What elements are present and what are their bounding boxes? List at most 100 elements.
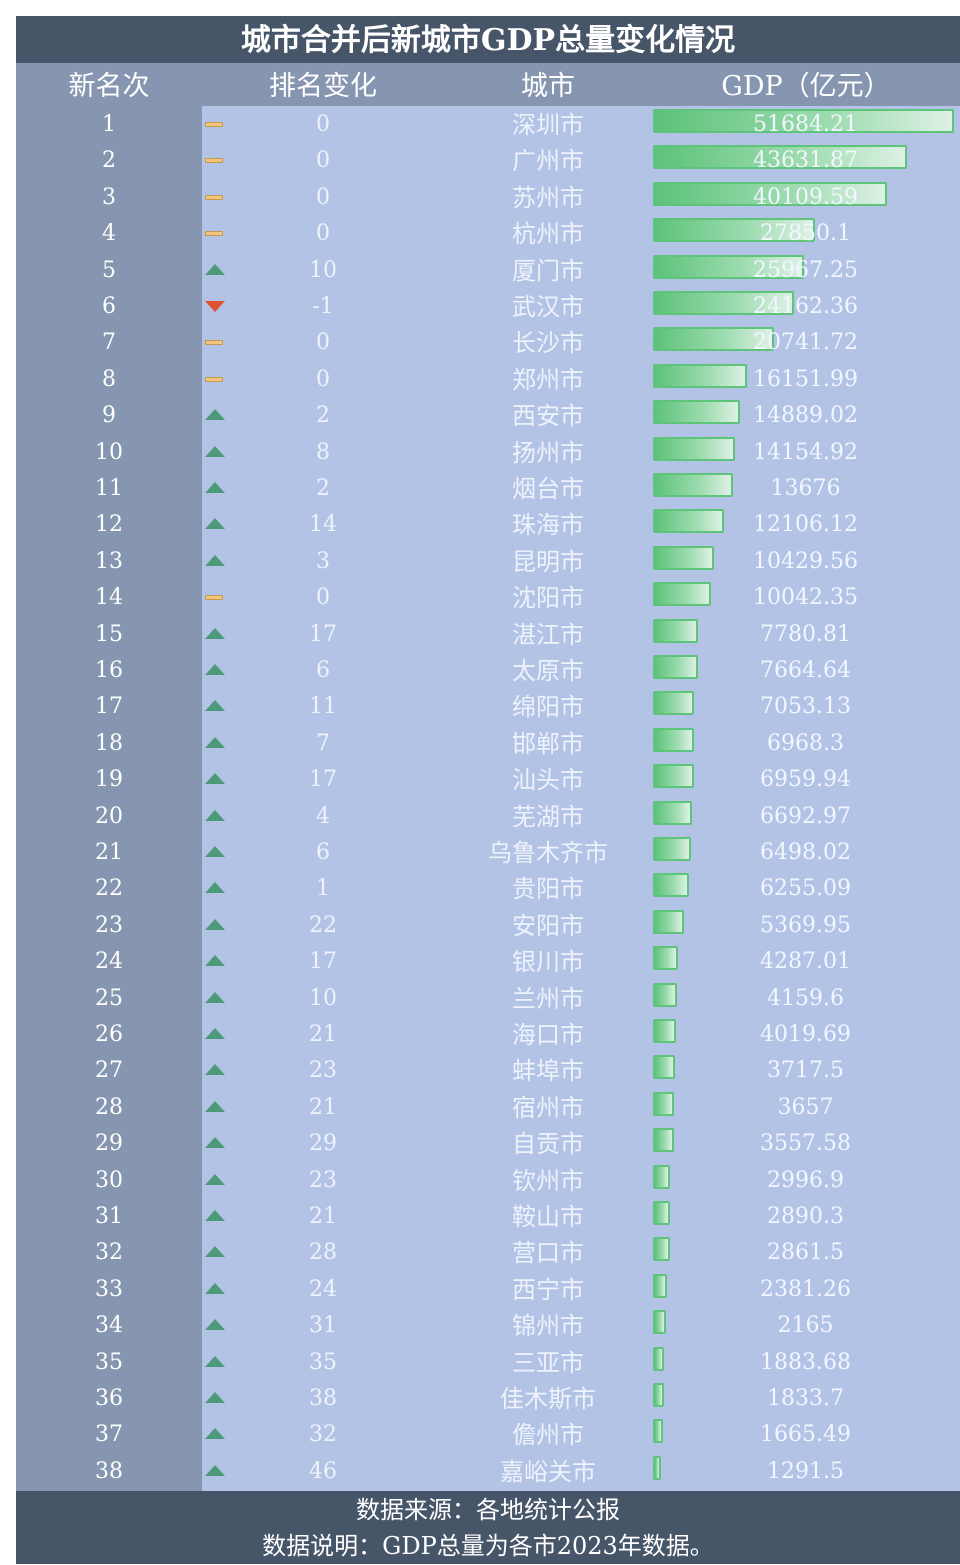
- trend-cell: [205, 1453, 229, 1489]
- rank-change-cell: 0: [316, 112, 330, 137]
- trend-cell: [205, 798, 229, 834]
- table-row: 30 23 钦州市 2996.9: [16, 1162, 960, 1198]
- gdp-bar: [653, 1383, 664, 1407]
- gdp-cell: 40109.59: [653, 179, 958, 215]
- city-cell: 鞍山市: [512, 1203, 584, 1231]
- city-cell: 儋州市: [512, 1421, 584, 1450]
- city-cell: 宿州市: [512, 1093, 584, 1122]
- table-row: 26 21 海口市 4019.69: [16, 1016, 960, 1052]
- gdp-bar: [653, 582, 712, 607]
- gdp-value: 16151.99: [753, 366, 858, 392]
- trend-cell: [205, 142, 229, 178]
- gdp-bar: [653, 764, 694, 789]
- gdp-cell: 14889.02: [653, 397, 958, 433]
- city-cell: 湛江市: [512, 620, 584, 649]
- dash-icon: [205, 158, 223, 164]
- rank-change-cell: 23: [309, 1167, 337, 1193]
- gdp-bar: [653, 181, 887, 206]
- rank-cell: 2: [102, 148, 116, 174]
- city-cell: 武汉市: [512, 293, 584, 321]
- triangle-up-icon: [205, 1319, 225, 1331]
- gdp-bar: [653, 1128, 674, 1153]
- trend-cell: [205, 543, 229, 579]
- rank-cell: 21: [95, 840, 123, 865]
- table-row: 25 10 兰州市 4159.6: [16, 980, 960, 1016]
- table-row: 24 17 银川市 4287.01: [16, 943, 960, 979]
- triangle-up-icon: [205, 918, 225, 930]
- gdp-cell: 6692.97: [653, 798, 958, 834]
- gdp-cell: 16151.99: [653, 361, 958, 397]
- rank-cell: 5: [102, 257, 116, 283]
- table-row: 32 28 营口市 2861.5: [16, 1234, 960, 1270]
- gdp-cell: 43631.87: [653, 142, 958, 178]
- rank-cell: 7: [102, 330, 116, 356]
- gdp-bar: [653, 109, 954, 133]
- trend-cell: [205, 1234, 229, 1270]
- gdp-cell: 5369.95: [653, 907, 958, 943]
- header-gdp: GDP（亿元）: [721, 71, 891, 102]
- rank-cell: 25: [95, 985, 123, 1011]
- rank-change-cell: 38: [309, 1386, 337, 1411]
- trend-cell: [205, 834, 229, 870]
- rank-cell: 23: [95, 912, 123, 938]
- table-row: 6 -1 武汉市 24162.36: [16, 288, 960, 324]
- gdp-cell: 2165: [653, 1307, 958, 1343]
- gdp-cell: 10429.56: [653, 543, 958, 579]
- city-cell: 贵阳市: [512, 875, 584, 904]
- rank-change-cell: 10: [309, 985, 337, 1011]
- triangle-up-icon: [205, 1028, 225, 1039]
- trend-cell: [205, 616, 229, 652]
- city-cell: 邯郸市: [512, 729, 584, 758]
- gdp-value: 2996.9: [767, 1167, 844, 1193]
- gdp-cell: 1883.68: [653, 1344, 958, 1380]
- triangle-up-icon: [205, 518, 225, 530]
- trend-cell: [205, 106, 229, 142]
- rank-change-cell: 28: [309, 1240, 337, 1266]
- rank-change-cell: 1: [316, 876, 330, 902]
- gdp-value: 40109.59: [753, 184, 858, 210]
- gdp-cell: 10042.35: [653, 579, 958, 615]
- triangle-up-icon: [205, 1428, 225, 1440]
- rank-change-cell: 29: [309, 1131, 337, 1157]
- gdp-bar: [653, 1419, 663, 1444]
- table-row: 17 11 绵阳市 7053.13: [16, 688, 960, 724]
- dash-icon: [205, 595, 223, 601]
- gdp-cell: 6255.09: [653, 870, 958, 906]
- gdp-value: 6959.94: [760, 767, 851, 793]
- gdp-bar: [653, 363, 748, 388]
- table-row: 10 8 扬州市 14154.92: [16, 434, 960, 470]
- city-cell: 沈阳市: [512, 584, 584, 613]
- gdp-value: 5369.95: [760, 912, 851, 938]
- trend-cell: [205, 579, 229, 615]
- gdp-cell: 4287.01: [653, 943, 958, 979]
- trend-cell: [205, 1089, 229, 1125]
- gdp-bar: [653, 509, 724, 534]
- rank-change-cell: 17: [309, 621, 337, 647]
- trend-cell: [205, 725, 229, 761]
- rank-change-cell: 0: [316, 585, 330, 611]
- city-cell: 西宁市: [512, 1275, 584, 1304]
- gdp-bar: [653, 1237, 670, 1262]
- rank-change-cell: 35: [309, 1349, 337, 1375]
- rank-change-cell: 0: [316, 366, 330, 392]
- gdp-cell: 20741.72: [653, 324, 958, 360]
- trend-cell: [205, 980, 229, 1016]
- rank-cell: 1: [102, 112, 116, 137]
- city-cell: 珠海市: [512, 511, 584, 540]
- city-cell: 银川市: [512, 948, 584, 977]
- triangle-up-icon: [205, 1210, 225, 1221]
- table-header: 新名次 排名变化 城市 GDP（亿元）: [16, 63, 960, 106]
- gdp-value: 6498.02: [760, 840, 851, 865]
- gdp-bar: [653, 982, 678, 1007]
- city-cell: 嘉峪关市: [500, 1457, 596, 1486]
- triangle-up-icon: [205, 991, 225, 1003]
- rank-cell: 30: [95, 1167, 123, 1193]
- gdp-value: 25967.25: [753, 257, 858, 283]
- gdp-cell: 3717.5: [653, 1052, 958, 1088]
- gdp-value: 2381.26: [760, 1276, 851, 1302]
- gdp-bar: [653, 909, 685, 934]
- trend-cell: [205, 870, 229, 906]
- trend-cell: [205, 1125, 229, 1161]
- gdp-value: 20741.72: [753, 330, 858, 356]
